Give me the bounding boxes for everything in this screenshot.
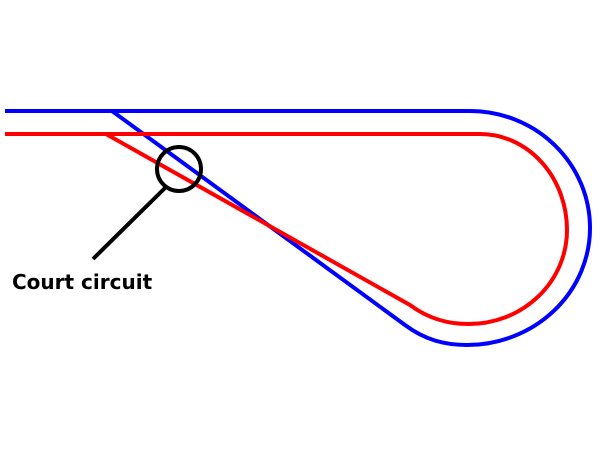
crossing-highlight-circle [155, 145, 203, 193]
court-circuit-label: Court circuit [12, 270, 153, 294]
annotation-pointer-line [91, 186, 167, 261]
outer-track-line [5, 109, 592, 347]
inner-track-line [5, 132, 569, 326]
